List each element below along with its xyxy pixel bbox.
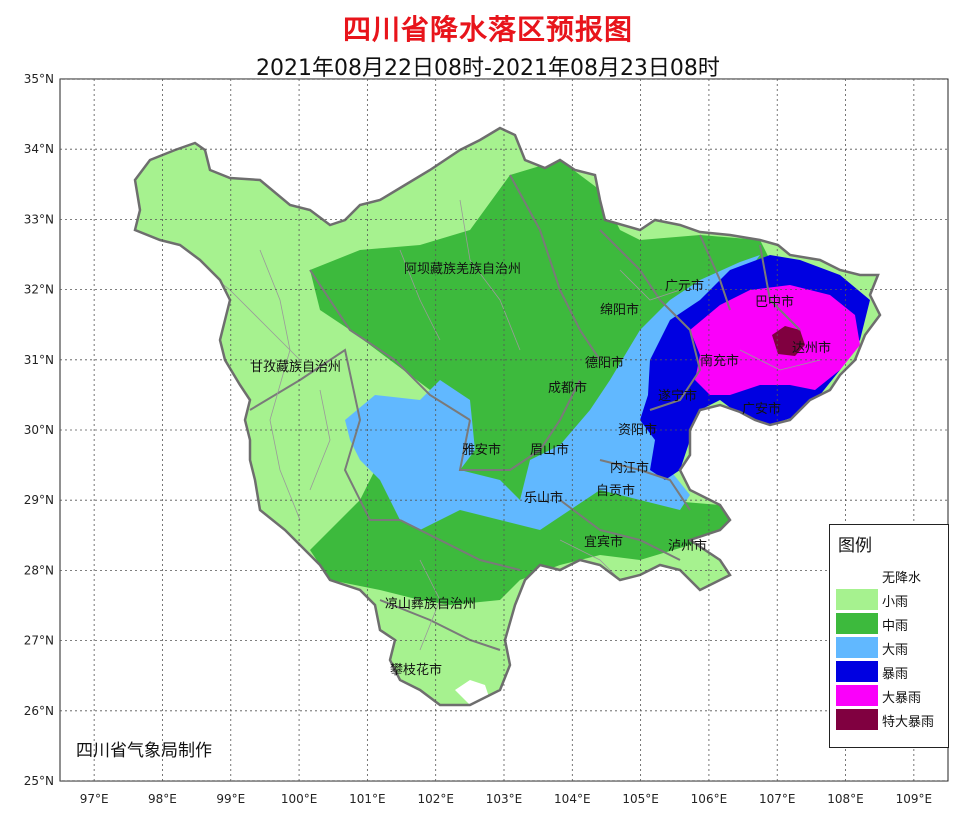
legend-item-moderate-rain: 中雨 bbox=[836, 613, 944, 634]
longitude-tick-label: 102°E bbox=[417, 792, 454, 806]
latitude-tick-label: 26°N bbox=[24, 704, 54, 718]
legend-swatch bbox=[836, 589, 878, 610]
region-labels: 阿坝藏族羌族自治州 甘孜藏族自治州 凉山彝族自治州 攀枝花市 雅安市 眉山市 乐… bbox=[250, 261, 831, 678]
legend-title: 图例 bbox=[838, 536, 872, 556]
region-label-yaan: 雅安市 bbox=[462, 442, 501, 458]
longitude-tick-label: 103°E bbox=[486, 792, 523, 806]
latitude-tick-label: 25°N bbox=[24, 774, 54, 788]
forecast-period: 2021年08月22日08时-2021年08月23日08时 bbox=[256, 56, 720, 81]
region-label-dazhou: 达州市 bbox=[792, 340, 831, 356]
region-label-leshan: 乐山市 bbox=[524, 490, 563, 506]
legend-label: 小雨 bbox=[882, 595, 909, 610]
longitude-tick-label: 106°E bbox=[691, 792, 728, 806]
latitude-tick-label: 30°N bbox=[24, 423, 54, 437]
legend-swatch bbox=[836, 637, 878, 658]
legend-label: 中雨 bbox=[882, 619, 909, 634]
legend-item-heavy-rain: 大雨 bbox=[836, 637, 944, 658]
legend-item-light-rain: 小雨 bbox=[836, 589, 944, 610]
latitude-tick-label: 35°N bbox=[24, 72, 54, 86]
longitude-tick-label: 104°E bbox=[554, 792, 591, 806]
region-label-neijiang: 内江市 bbox=[610, 460, 649, 476]
latitude-tick-label: 32°N bbox=[24, 283, 54, 297]
region-label-nanchong: 南充市 bbox=[700, 353, 739, 369]
legend-item-extraordinary-rainstorm: 特大暴雨 bbox=[836, 709, 944, 730]
region-label-meishan: 眉山市 bbox=[530, 442, 569, 458]
longitude-tick-label: 108°E bbox=[827, 792, 864, 806]
longitude-tick-label: 109°E bbox=[896, 792, 933, 806]
region-label-liangshan: 凉山彝族自治州 bbox=[385, 596, 476, 612]
region-label-luzhou: 泸州市 bbox=[668, 538, 707, 554]
longitude-tick-label: 100°E bbox=[281, 792, 318, 806]
longitude-tick-label: 97°E bbox=[80, 792, 109, 806]
region-label-suining: 遂宁市 bbox=[658, 388, 697, 404]
coordinate-grid bbox=[60, 79, 948, 781]
map-title: 四川省降水落区预报图 bbox=[342, 13, 633, 46]
latitude-labels: 35°N 34°N 33°N 32°N 31°N 30°N 29°N 28°N 27°N 26°N… bbox=[24, 72, 54, 788]
legend-swatch bbox=[836, 565, 878, 586]
latitude-tick-label: 29°N bbox=[24, 493, 54, 507]
county-boundaries bbox=[179, 199, 821, 651]
region-label-guangyuan: 广元市 bbox=[665, 278, 704, 294]
legend-item-heavy-rainstorm: 大暴雨 bbox=[836, 685, 944, 706]
region-label-yibin: 宜宾市 bbox=[584, 534, 623, 550]
region-label-ziyang: 资阳市 bbox=[618, 422, 657, 438]
region-label-bazhong: 巴中市 bbox=[755, 294, 794, 310]
legend-label: 大雨 bbox=[882, 643, 909, 658]
latitude-tick-label: 27°N bbox=[24, 634, 54, 648]
legend-label: 暴雨 bbox=[882, 667, 909, 682]
longitude-tick-label: 105°E bbox=[622, 792, 659, 806]
region-label-deyang: 德阳市 bbox=[585, 355, 624, 371]
credit-text: 四川省气象局制作 bbox=[76, 741, 212, 761]
legend: 图例 无降水 小雨 中雨 大雨 暴雨 大暴雨 特大暴雨 bbox=[829, 524, 949, 748]
legend-swatch bbox=[836, 709, 878, 730]
latitude-tick-label: 31°N bbox=[24, 353, 54, 367]
longitude-tick-label: 107°E bbox=[759, 792, 796, 806]
legend-label: 大暴雨 bbox=[882, 691, 922, 706]
latitude-tick-label: 33°N bbox=[24, 212, 54, 226]
latitude-tick-label: 34°N bbox=[24, 142, 54, 156]
region-label-zigong: 自贡市 bbox=[596, 483, 635, 499]
longitude-tick-label: 101°E bbox=[349, 792, 386, 806]
longitude-tick-label: 98°E bbox=[148, 792, 177, 806]
region-label-ganzi: 甘孜藏族自治州 bbox=[250, 359, 341, 375]
region-label-mianyang: 绵阳市 bbox=[600, 302, 639, 318]
longitude-labels: 97°E 98°E 99°E 100°E 101°E 102°E 103°E 104°E 105… bbox=[80, 792, 932, 806]
region-label-panzhihua: 攀枝花市 bbox=[390, 662, 442, 678]
latitude-tick-label: 28°N bbox=[24, 563, 54, 577]
region-label-aba: 阿坝藏族羌族自治州 bbox=[404, 261, 521, 277]
legend-label: 无降水 bbox=[882, 571, 922, 586]
region-label-chengdu: 成都市 bbox=[548, 380, 587, 396]
legend-swatch bbox=[836, 613, 878, 634]
extraordinary-rainstorm-area bbox=[772, 326, 805, 356]
legend-item-no-rain: 无降水 bbox=[836, 565, 944, 586]
legend-swatch bbox=[836, 685, 878, 706]
legend-swatch bbox=[836, 661, 878, 682]
longitude-tick-label: 99°E bbox=[216, 792, 245, 806]
prefecture-boundaries bbox=[249, 174, 801, 651]
region-label-guangan: 广安市 bbox=[742, 401, 781, 417]
legend-item-rainstorm: 暴雨 bbox=[836, 661, 944, 682]
legend-label: 特大暴雨 bbox=[882, 715, 935, 730]
